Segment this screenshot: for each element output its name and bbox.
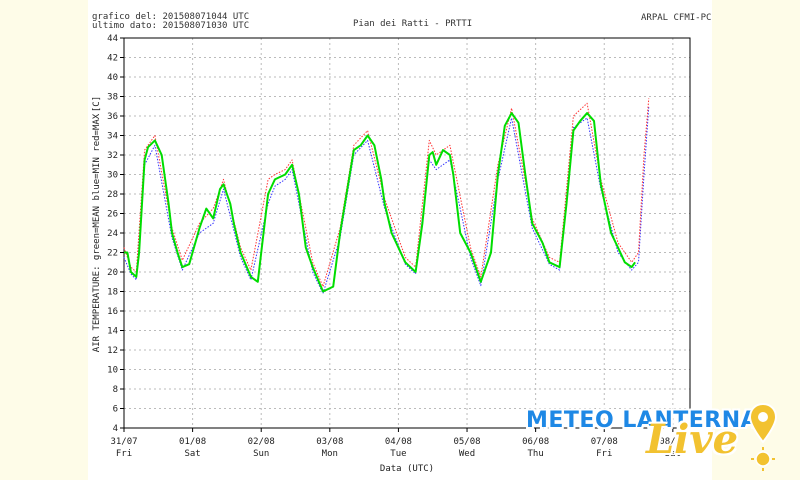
y-axis-label: AIR TEMPERATURE: green=MEAN blue=MIN red… — [92, 113, 102, 352]
y-tick-label: 22 — [107, 249, 118, 259]
x-tick-date: 05/08 — [453, 437, 480, 447]
logo-text: METEO LANTERNA — [526, 408, 759, 433]
y-tick-label: 40 — [107, 73, 118, 83]
series-line-mean — [124, 112, 636, 293]
y-tick-label: 32 — [107, 151, 118, 161]
lighthouse-pin-icon — [748, 402, 778, 444]
y-tick-label: 10 — [107, 366, 118, 376]
plot-frame — [123, 37, 691, 429]
y-tick-label: 24 — [107, 229, 118, 239]
y-tick-label: 20 — [107, 268, 118, 278]
x-axis-label: Data (UTC) — [380, 464, 434, 474]
sun-icon — [751, 447, 775, 471]
y-tick-label: 38 — [107, 93, 118, 103]
y-tick-label: 16 — [107, 307, 118, 317]
x-tick-day: Fri — [116, 449, 132, 459]
x-tick-day: Thu — [528, 449, 544, 459]
meteo-lanterna-logo: METEO LANTERNA Live — [520, 400, 800, 480]
x-tick-day: Sat — [184, 449, 200, 459]
x-tick-day: Sun — [253, 449, 269, 459]
x-tick-day: Mon — [322, 449, 338, 459]
y-tick-label: 4 — [113, 424, 118, 434]
y-tick-label: 34 — [107, 132, 118, 142]
graph-date-text: grafico del: 201508071044 UTC — [92, 12, 250, 22]
y-tick-label: 12 — [107, 346, 118, 356]
y-tick-label: 42 — [107, 54, 118, 64]
y-tick-label: 26 — [107, 210, 118, 220]
y-tick-label: 8 — [113, 385, 118, 395]
x-tick-date: 31/07 — [110, 437, 137, 447]
y-tick-label: 28 — [107, 190, 118, 200]
x-tick-date: 02/08 — [248, 437, 275, 447]
y-tick-label: 30 — [107, 171, 118, 181]
x-tick-day: Wed — [459, 449, 475, 459]
x-tick-date: 01/08 — [179, 437, 206, 447]
x-tick-date: 04/08 — [385, 437, 412, 447]
x-tick-date: 08/08 — [659, 437, 686, 447]
x-tick-date: 06/08 — [522, 437, 549, 447]
x-tick-day: Tue — [390, 449, 406, 459]
y-unit-label: [C] — [92, 96, 102, 112]
y-tick-label: 14 — [107, 327, 118, 337]
x-tick-date: 07/08 — [591, 437, 618, 447]
y-tick-label: 18 — [107, 288, 118, 298]
x-tick-day: Fri — [596, 449, 612, 459]
y-tick-label: 36 — [107, 112, 118, 122]
last-data-text: ultimo dato: 201508071030 UTC — [92, 21, 250, 31]
series-line-max — [123, 98, 650, 288]
y-tick-label: 6 — [113, 405, 118, 415]
x-tick-date: 03/08 — [316, 437, 343, 447]
series-line-min — [123, 106, 650, 294]
x-tick-day: Sat — [665, 449, 681, 459]
y-tick-label: 44 — [107, 34, 118, 44]
logo-live-text: Live — [646, 416, 739, 463]
source-label: ARPAL CFMI-PC — [641, 13, 712, 23]
station-title: Pian dei Ratti - PRTTI — [353, 19, 473, 29]
